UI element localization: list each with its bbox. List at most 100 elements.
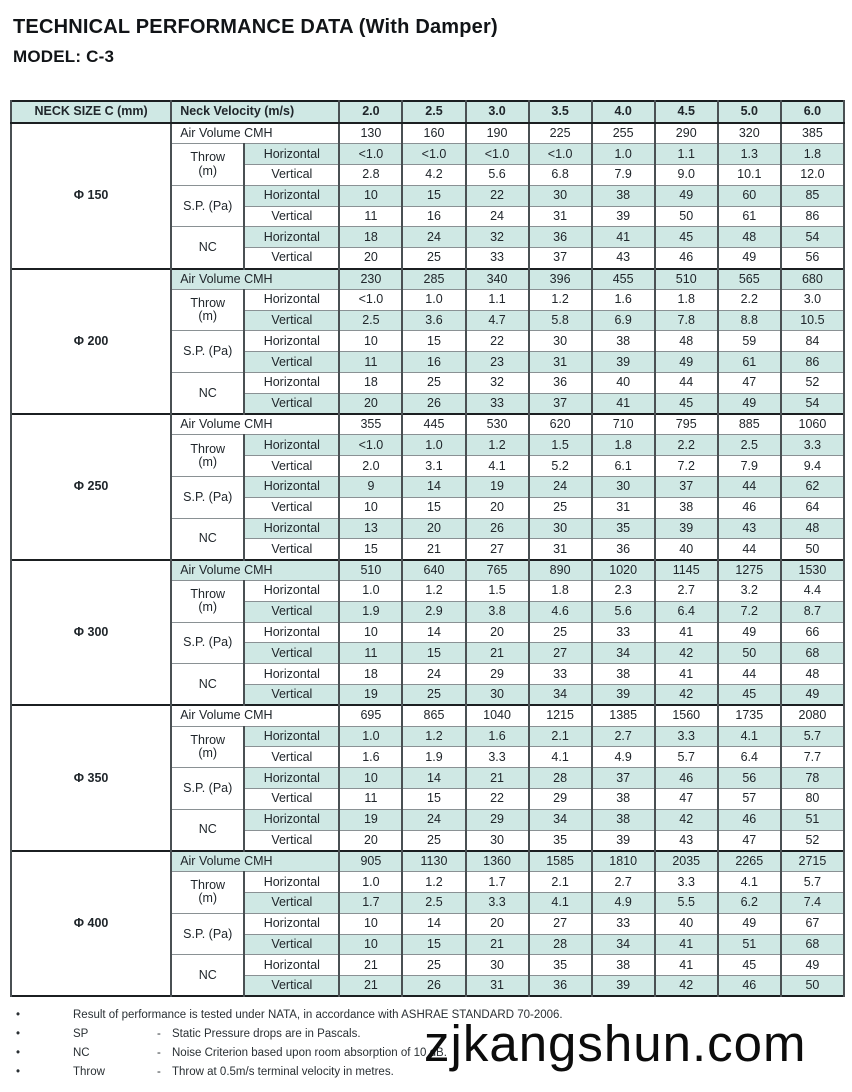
data-cell: 25 (527, 496, 593, 519)
data-cell: 10 (338, 184, 404, 207)
horizontal-label-cell: Horizontal (243, 517, 341, 540)
data-cell: 1.0 (590, 143, 656, 166)
sp-label-cell: S.P. (Pa) (170, 767, 246, 810)
data-cell: 86 (779, 205, 846, 228)
data-cell: 5.5 (653, 891, 719, 914)
data-cell: 48 (716, 226, 782, 249)
data-cell: 130 (338, 122, 404, 145)
data-cell: 5.7 (653, 746, 719, 769)
data-cell: 37 (590, 767, 656, 789)
data-cell: 10.1 (716, 164, 782, 186)
data-cell: 43 (590, 247, 656, 270)
data-cell: 21 (401, 538, 467, 561)
data-cell: 24 (401, 226, 467, 249)
data-cell: 4.1 (716, 725, 782, 748)
data-cell: 35 (590, 517, 656, 540)
data-cell: 38 (590, 954, 656, 977)
table-row: Throw (m) Horizontal <1.0 <1.0 <1.0 <1.0 1.0 1.… (11, 143, 846, 186)
data-cell: 50 (653, 205, 719, 228)
footnote-line: • Throw - Throw at 0.5m/s terminal velocity… (16, 1065, 852, 1079)
air-volume-label: Air Volume CMH (170, 267, 341, 290)
horizontal-label-cell: Horizontal (243, 184, 341, 207)
horizontal-label-cell: Horizontal (243, 621, 341, 644)
horizontal-label-cell: Horizontal (243, 725, 341, 748)
data-cell: 12.0 (779, 164, 846, 186)
vertical-label-cell: Vertical (243, 684, 341, 706)
data-cell: 48 (653, 330, 719, 353)
footnote-line: • Result of performance is tested under N… (16, 1008, 852, 1022)
data-cell: 2.1 (527, 871, 593, 893)
table-row: Vertical 20 25 33 37 43 46 49 56 (11, 247, 846, 270)
data-cell: 41 (653, 663, 719, 686)
vertical-label-cell: Vertical (243, 600, 341, 623)
data-cell: 49 (716, 912, 782, 935)
data-cell: 2.7 (590, 725, 656, 748)
data-cell: 41 (653, 954, 719, 977)
data-cell: 21 (464, 642, 530, 665)
data-cell: 9 (338, 476, 404, 498)
data-cell: 4.6 (527, 600, 593, 623)
data-cell: 1360 (464, 849, 530, 873)
sp-label-cell: S.P. (Pa) (170, 621, 246, 665)
data-cell: <1.0 (338, 434, 404, 457)
data-cell: 795 (653, 413, 719, 436)
data-cell: 13 (338, 517, 404, 540)
data-cell: 19 (464, 476, 530, 498)
data-cell: 1.0 (338, 580, 404, 602)
data-cell: 3.3 (464, 746, 530, 769)
data-cell: 36 (527, 975, 593, 997)
data-cell: 3.8 (464, 600, 530, 623)
data-cell: 11 (338, 351, 404, 374)
data-cell: 1.6 (338, 746, 404, 769)
data-cell: 39 (590, 351, 656, 374)
data-cell: 38 (590, 184, 656, 207)
data-cell: 7.9 (716, 455, 782, 478)
data-cell: 60 (716, 184, 782, 207)
data-cell: 18 (338, 226, 404, 249)
data-cell: 695 (338, 704, 404, 727)
data-cell: 2.8 (338, 164, 404, 186)
data-cell: 2.2 (653, 434, 719, 457)
data-cell: 30 (527, 184, 593, 207)
data-cell: 15 (401, 788, 467, 810)
footnote-term: SP (73, 1028, 89, 1041)
data-cell: 3.3 (779, 434, 846, 457)
data-cell: 41 (590, 226, 656, 249)
horizontal-label-cell: Horizontal (243, 476, 341, 498)
neck-size-cell: Φ 200 (9, 267, 173, 415)
data-cell: 45 (653, 392, 719, 415)
data-cell: 510 (653, 267, 719, 290)
data-cell: 44 (716, 538, 782, 561)
air-volume-label: Air Volume CMH (170, 849, 341, 873)
data-cell: 26 (401, 392, 467, 415)
table-row: Vertical 2.0 3.1 4.1 5.2 6.1 7.2 7.9 9.4 (11, 455, 846, 478)
data-cell: 10.5 (779, 309, 846, 332)
table-row: Vertical 20 25 30 35 39 43 47 52 (11, 829, 846, 852)
vertical-label-cell: Vertical (243, 829, 341, 852)
data-cell: <1.0 (401, 143, 467, 166)
data-cell: 1735 (716, 704, 782, 727)
data-cell: 1215 (527, 704, 593, 727)
data-cell: 49 (716, 247, 782, 270)
bullet-icon: • (16, 1066, 21, 1079)
data-cell: 1.0 (338, 725, 404, 748)
data-cell: 26 (464, 517, 530, 540)
data-cell: 20 (401, 517, 467, 540)
data-cell: 225 (527, 122, 593, 145)
data-cell: 2080 (779, 704, 846, 727)
data-cell: 6.2 (716, 891, 782, 914)
table-header-row: NECK SIZE C (mm) Neck Velocity (m/s) 2.0… (9, 100, 846, 124)
table-row: Vertical 11 16 24 31 39 50 61 86 (11, 205, 846, 228)
bullet-icon: • (16, 1028, 21, 1041)
data-cell: 1.8 (590, 434, 656, 457)
data-cell: 49 (653, 351, 719, 374)
data-cell: 29 (527, 788, 593, 810)
data-cell: 59 (716, 330, 782, 353)
footnote-text: Result of performance is tested under NA… (73, 1009, 563, 1022)
data-cell: 1810 (590, 849, 656, 873)
data-cell: 2035 (653, 849, 719, 873)
data-cell: 21 (338, 954, 404, 977)
data-cell: 4.7 (464, 309, 530, 332)
data-cell: 33 (590, 912, 656, 935)
neck-velocity-header: Neck Velocity (m/s) (170, 100, 341, 124)
